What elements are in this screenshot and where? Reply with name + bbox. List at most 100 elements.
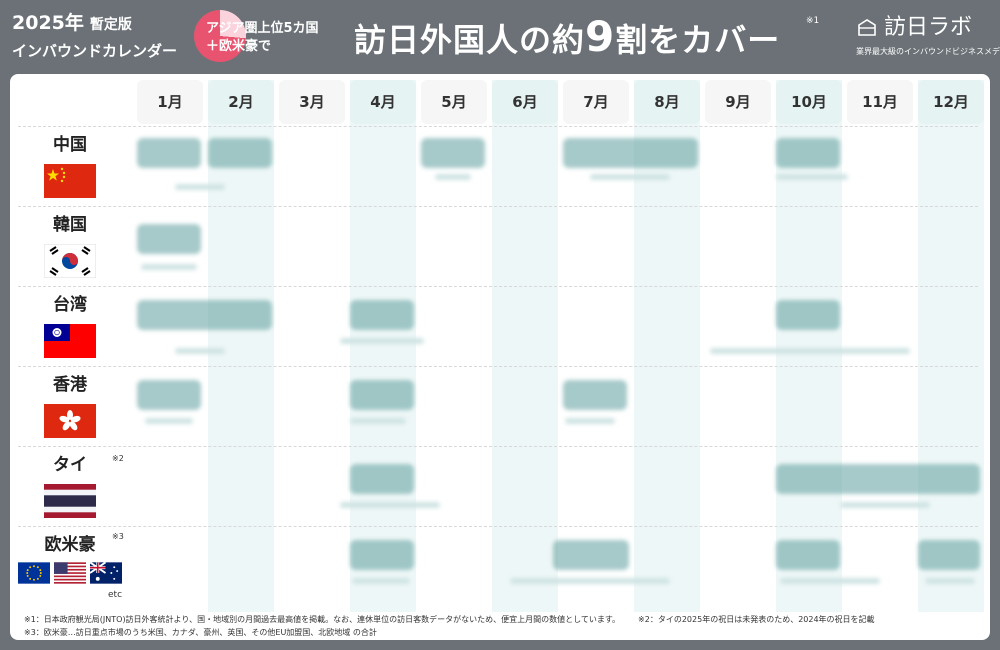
hk-flag-icon <box>44 404 96 438</box>
coverage-pie-icon <box>194 10 246 62</box>
page-title: 訪日外国人の約9割をカバー <box>354 12 780 61</box>
month-header-apr: 4月 <box>350 80 416 124</box>
event-caption <box>175 348 225 354</box>
footnote-2: ※2：タイの2025年の祝日は未発表のため、2024年の祝日を記載 <box>638 615 875 624</box>
country-western: 欧米豪 ※3 etc <box>18 532 124 600</box>
edition-label: 暫定版 <box>89 17 132 33</box>
event-block <box>563 380 627 410</box>
us-flag-icon <box>54 562 86 584</box>
coverage-line1: アジア圏上位5カ国 <box>206 21 319 36</box>
title-pre: 訪日外国人の約 <box>354 21 586 59</box>
flags-etc-label: etc <box>108 590 123 600</box>
month-header-dec: 12月 <box>918 80 984 124</box>
row-divider <box>18 286 978 287</box>
event-block <box>137 380 201 410</box>
month-header-jun: 6月 <box>492 80 558 124</box>
event-block <box>350 300 414 330</box>
event-caption <box>141 264 197 270</box>
event-block <box>563 138 698 168</box>
kr-flag-icon <box>44 244 96 278</box>
country-name: 欧米豪 <box>44 535 96 555</box>
country-hongkong: 香港 <box>18 374 122 438</box>
month-band <box>634 80 700 612</box>
month-header-oct: 10月 <box>776 80 842 124</box>
coverage-line2: ＋欧米豪で <box>206 39 272 54</box>
row-divider <box>18 206 978 207</box>
month-header-aug: 8月 <box>634 80 700 124</box>
footnote-3: ※3：欧米豪…訪日重点市場のうち米国、カナダ、豪州、英国、その他EU加盟国、北欧… <box>24 628 377 637</box>
logo-icon <box>858 19 876 36</box>
event-block <box>776 540 840 570</box>
event-block <box>137 300 272 330</box>
month-band <box>350 80 416 612</box>
month-band <box>492 80 558 612</box>
event-caption <box>590 174 670 180</box>
event-block <box>137 224 201 254</box>
event-caption <box>352 578 410 584</box>
event-caption <box>925 578 975 584</box>
event-block <box>776 300 840 330</box>
footnotes: ※1：日本政府観光局(JNTO)訪日外客統計より、国・地域別の月間過去最高値を掲… <box>24 613 893 639</box>
country-name: 台湾 <box>53 295 87 315</box>
footnote-mark: ※2 <box>112 454 124 463</box>
logo-tagline: 業界最大級のインバウンドビジネスメディア <box>856 47 1000 56</box>
event-block <box>208 138 272 168</box>
event-block <box>553 540 629 570</box>
row-divider <box>18 526 978 527</box>
th-flag-icon <box>44 484 96 518</box>
footnote-mark: ※3 <box>112 532 124 541</box>
month-band <box>776 80 842 612</box>
logo-name: 訪日ラボ <box>884 15 973 40</box>
calendar-card: 1月 2月 3月 4月 5月 6月 7月 8月 9月 10月 11月 12月 中… <box>10 74 990 640</box>
month-header-may: 5月 <box>421 80 487 124</box>
event-block <box>776 138 840 168</box>
flag-group <box>18 562 122 584</box>
country-thailand: タイ ※2 <box>18 454 124 518</box>
logo: 訪日ラボ 業界最大級のインバウンドビジネスメディア <box>856 16 1000 57</box>
month-header-feb: 2月 <box>208 80 274 124</box>
tw-flag-icon <box>44 324 96 358</box>
month-band <box>208 80 274 612</box>
event-caption <box>175 184 225 190</box>
event-block <box>350 464 414 494</box>
country-korea: 韓国 <box>18 214 122 278</box>
event-caption <box>145 418 193 424</box>
country-taiwan: 台湾 <box>18 294 122 358</box>
month-header-jul: 7月 <box>563 80 629 124</box>
month-header-nov: 11月 <box>847 80 913 124</box>
country-name: タイ <box>53 455 87 475</box>
calendar-subtitle: インバウンドカレンダー <box>12 42 178 60</box>
calendar-label: 2025年 暫定版 インバウンドカレンダー <box>12 12 177 62</box>
event-block <box>350 380 414 410</box>
month-header-sep: 9月 <box>705 80 771 124</box>
event-block <box>918 540 980 570</box>
event-block <box>137 138 201 168</box>
row-divider <box>18 366 978 367</box>
event-caption <box>840 502 930 508</box>
event-block <box>776 464 980 494</box>
month-band <box>918 80 984 612</box>
eu-flag-icon <box>18 562 50 584</box>
country-name: 韓国 <box>53 215 87 235</box>
event-caption <box>780 578 880 584</box>
year-label: 2025年 <box>12 12 84 34</box>
au-flag-icon <box>90 562 122 584</box>
row-divider <box>18 446 978 447</box>
country-china: 中国 <box>18 134 122 198</box>
header: 2025年 暫定版 インバウンドカレンダー アジア圏上位5カ国 ＋欧米豪で 訪日外… <box>0 0 1000 74</box>
cn-flag-icon <box>44 164 96 198</box>
event-caption <box>435 174 471 180</box>
event-caption <box>776 174 848 180</box>
event-caption <box>340 338 424 344</box>
country-name: 香港 <box>53 375 87 395</box>
event-caption <box>710 348 910 354</box>
event-caption <box>565 418 615 424</box>
row-divider <box>18 126 978 127</box>
event-block <box>350 540 414 570</box>
event-caption <box>350 418 406 424</box>
month-header-jan: 1月 <box>137 80 203 124</box>
country-name: 中国 <box>53 135 87 155</box>
event-block <box>421 138 485 168</box>
title-footnote-mark: ※1 <box>806 16 820 26</box>
footnote-1: ※1：日本政府観光局(JNTO)訪日外客統計より、国・地域別の月間過去最高値を掲… <box>24 615 621 624</box>
